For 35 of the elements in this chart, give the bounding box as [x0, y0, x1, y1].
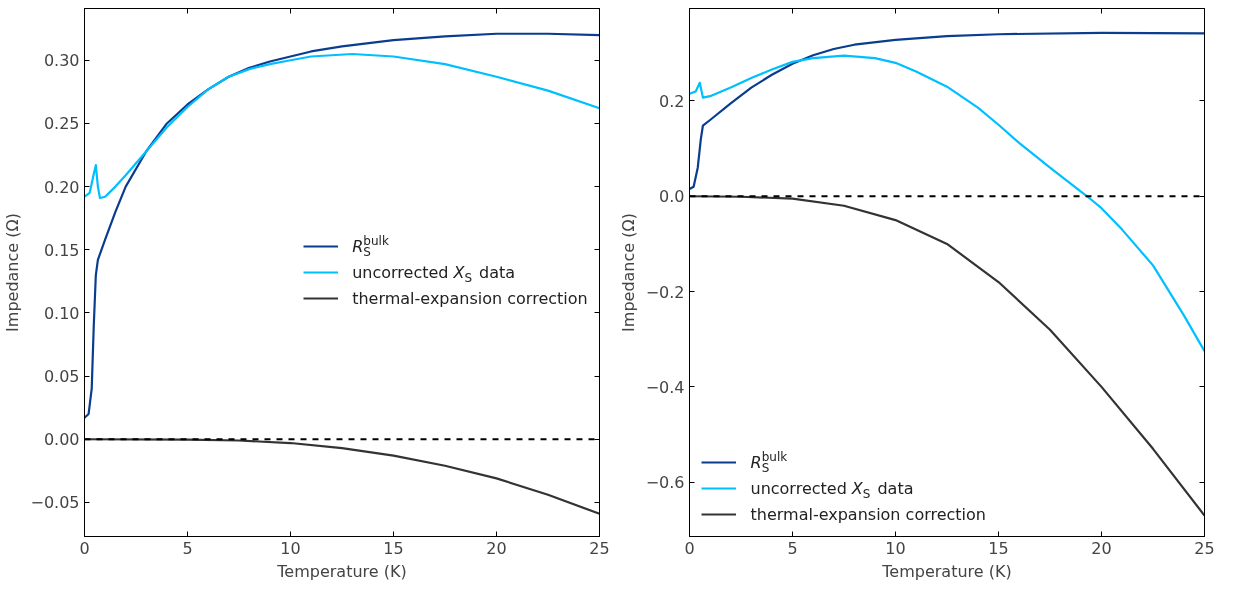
- y-tick-label: 0.2: [659, 91, 685, 111]
- line-series: [84, 32, 600, 419]
- y-tick-label: 0.0: [659, 187, 685, 207]
- line-series: [689, 54, 1205, 353]
- x-tick-label: 10: [885, 538, 906, 558]
- y-tick-label: 0.15: [43, 240, 80, 260]
- x-tick-label: 10: [280, 538, 301, 558]
- y-tick-label: −0.4: [645, 377, 685, 397]
- y-tick-label: −0.2: [645, 282, 685, 302]
- y-tick-label: 0.25: [43, 114, 80, 134]
- line-series: [689, 31, 1205, 191]
- y-tick-label: 0.20: [43, 177, 80, 197]
- line-series: [84, 52, 600, 200]
- y-tick-label: 0.05: [43, 367, 80, 387]
- x-tick-label: 25: [1194, 538, 1215, 558]
- y-tick-label: 0.30: [43, 51, 80, 71]
- x-tick-label: 20: [486, 538, 507, 558]
- y-tick-label: −0.6: [645, 473, 685, 493]
- y-tick-label: −0.05: [30, 493, 80, 513]
- x-tick-label: 20: [1091, 538, 1112, 558]
- x-tick-label: 25: [589, 538, 610, 558]
- x-tick-label: 0: [684, 538, 695, 558]
- y-axis-title: Impedance (Ω): [3, 213, 23, 332]
- x-tick-label: 5: [182, 538, 193, 558]
- legend-label: thermal-expansion correction: [750, 505, 986, 524]
- y-tick-label: 0.00: [43, 430, 80, 450]
- x-tick-label: 0: [79, 538, 90, 558]
- x-tick-label: 15: [988, 538, 1009, 558]
- legend-label: thermal-expansion correction: [352, 289, 588, 308]
- y-tick-label: 0.10: [43, 303, 80, 323]
- y-axis-title: Impedance (Ω): [618, 213, 638, 332]
- x-axis-title: Temperature (K): [276, 561, 407, 581]
- x-tick-label: 15: [383, 538, 404, 558]
- x-axis-title: Temperature (K): [881, 561, 1012, 581]
- x-tick-label: 5: [787, 538, 798, 558]
